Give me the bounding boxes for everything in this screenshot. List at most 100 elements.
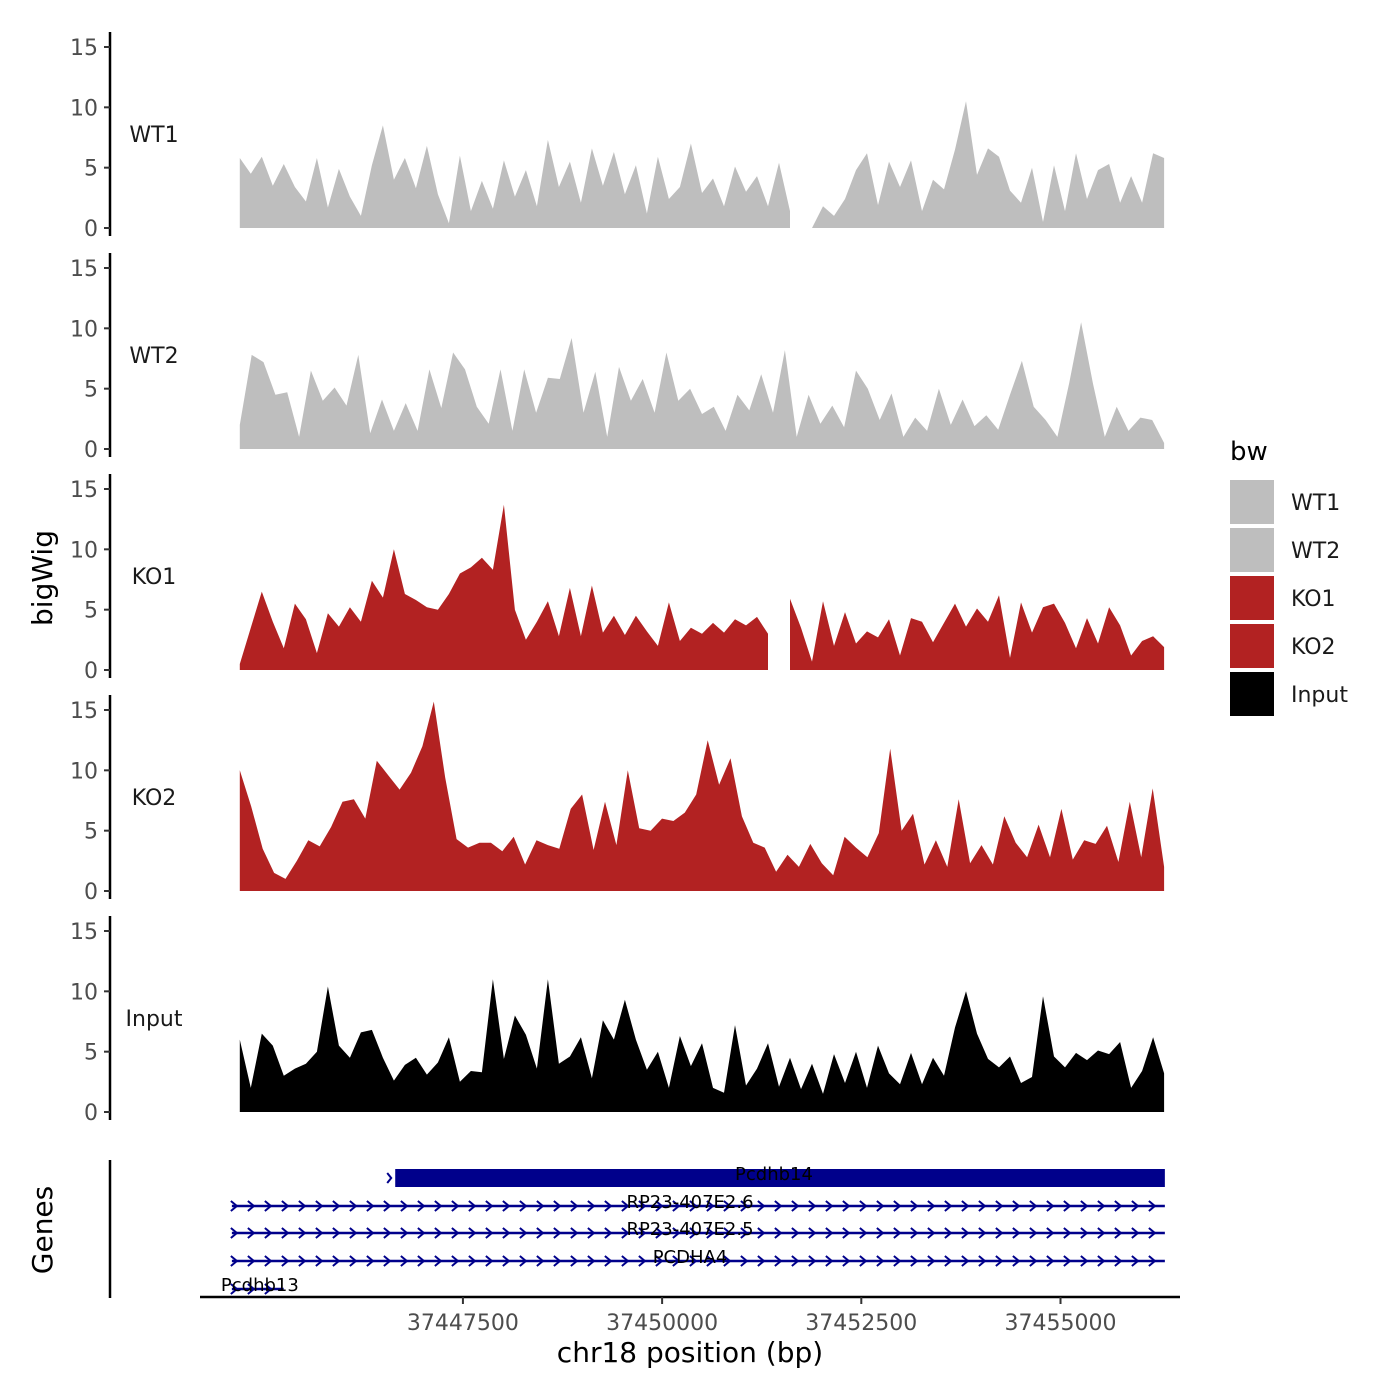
strand-arrow [366,1227,375,1239]
gene-label: RP23-407E2.5 [626,1219,753,1240]
strand-arrow [281,1227,290,1239]
strand-arrow [638,1227,647,1239]
coverage-tracks: 0 5 10 15 WT1 0 5 10 15 WT2 0 5 10 15 KO1 0 5 10 15 KO2 0 5 10… [70,32,1165,1126]
strand-arrow [485,1255,494,1267]
strand-arrow [655,1255,664,1267]
strand-arrow [672,1200,681,1212]
strand-arrow [468,1255,477,1267]
strand-arrow [247,1227,256,1239]
strand-arrow [315,1200,324,1212]
gene-exon-block [395,1169,1165,1187]
strand-arrow [995,1200,1004,1212]
strand-arrow [723,1255,732,1267]
y-tick-label: 5 [84,1041,98,1066]
strand-arrow [1131,1255,1140,1267]
strand-arrow [570,1227,579,1239]
strand-arrow [468,1200,477,1212]
legend-key-ko1 [1230,576,1274,620]
strand-arrow [366,1200,375,1212]
strand-arrow [757,1255,766,1267]
strand-arrow [927,1255,936,1267]
legend-title: bw [1230,437,1268,467]
strand-arrow [944,1255,953,1267]
y-tick-label: 0 [84,1101,98,1126]
y-tick-label: 0 [84,217,98,242]
legend-key-ko2 [1230,624,1274,668]
strand-arrow [604,1255,613,1267]
strand-arrow [400,1200,409,1212]
strand-arrow [723,1227,732,1239]
strand-arrow [1114,1255,1123,1267]
strand-arrow [264,1200,273,1212]
strand-arrow [247,1200,256,1212]
area-input-segment-0 [239,979,1165,1112]
x-axis: 37447500 37450000 37452500 37455000 [200,1295,1180,1336]
strand-arrow [536,1255,545,1267]
strand-arrow [961,1255,970,1267]
track-label-ko2: KO2 [132,786,177,811]
strand-arrow [553,1200,562,1212]
strand-arrow [1148,1227,1157,1239]
strand-arrow [417,1200,426,1212]
strand-arrow [553,1227,562,1239]
strand-arrow [1097,1255,1106,1267]
legend-label-ko2: KO2 [1291,635,1336,660]
strand-arrow [1097,1227,1106,1239]
strand-arrow [1148,1255,1157,1267]
legend-label-input: Input [1291,683,1348,708]
y-tick-label: 0 [84,880,98,905]
strand-arrow [791,1200,800,1212]
strand-arrow [927,1227,936,1239]
strand-arrow [1029,1255,1038,1267]
strand-arrow [349,1200,358,1212]
strand-arrow [386,1172,393,1184]
strand-arrow [332,1200,341,1212]
strand-arrow [893,1200,902,1212]
strand-arrow [1063,1200,1072,1212]
strand-arrow [587,1227,596,1239]
strand-arrow [791,1255,800,1267]
track-label-input: Input [126,1007,183,1032]
strand-arrow [519,1227,528,1239]
area-ko1-segment-1 [790,595,1165,670]
gene-pcdhb14: Pcdhb14 [386,1164,1165,1187]
strand-arrow [230,1283,239,1295]
strand-arrow [638,1200,647,1212]
strand-arrow [655,1227,664,1239]
area-wt1-segment-0 [239,125,791,228]
strand-arrow [791,1227,800,1239]
gene-rp23-407e2.6: RP23-407E2.6 [230,1192,1165,1213]
strand-arrow [536,1227,545,1239]
strand-arrow [1148,1200,1157,1212]
gene-pcdha4: PCDHA4 [230,1247,1165,1268]
strand-arrow [910,1227,919,1239]
strand-arrow [1012,1255,1021,1267]
legend: bw WT1 WT2 KO1 KO2 Input [1230,437,1348,716]
strand-arrow [315,1227,324,1239]
strand-arrow [808,1200,817,1212]
strand-arrow [723,1200,732,1212]
strand-arrow [876,1227,885,1239]
gene-label: PCDHA4 [653,1247,728,1268]
strand-arrow [1046,1255,1055,1267]
strand-arrow [570,1200,579,1212]
strand-arrow [1046,1227,1055,1239]
strand-arrow [604,1200,613,1212]
y-tick-label: 10 [70,538,98,563]
strand-arrow [825,1255,834,1267]
y-tick-label: 5 [84,157,98,182]
strand-arrow [570,1255,579,1267]
x-tick-label: 37450000 [606,1311,718,1336]
strand-arrow [842,1200,851,1212]
strand-arrow [468,1227,477,1239]
strand-arrow [621,1200,630,1212]
y-tick-label: 10 [70,96,98,121]
strand-arrow [876,1255,885,1267]
strand-arrow [638,1255,647,1267]
strand-arrow [332,1255,341,1267]
y-tick-label: 15 [70,257,98,282]
strand-arrow [995,1255,1004,1267]
strand-arrow [604,1227,613,1239]
strand-arrow [1012,1227,1021,1239]
y-tick-label: 10 [70,980,98,1005]
